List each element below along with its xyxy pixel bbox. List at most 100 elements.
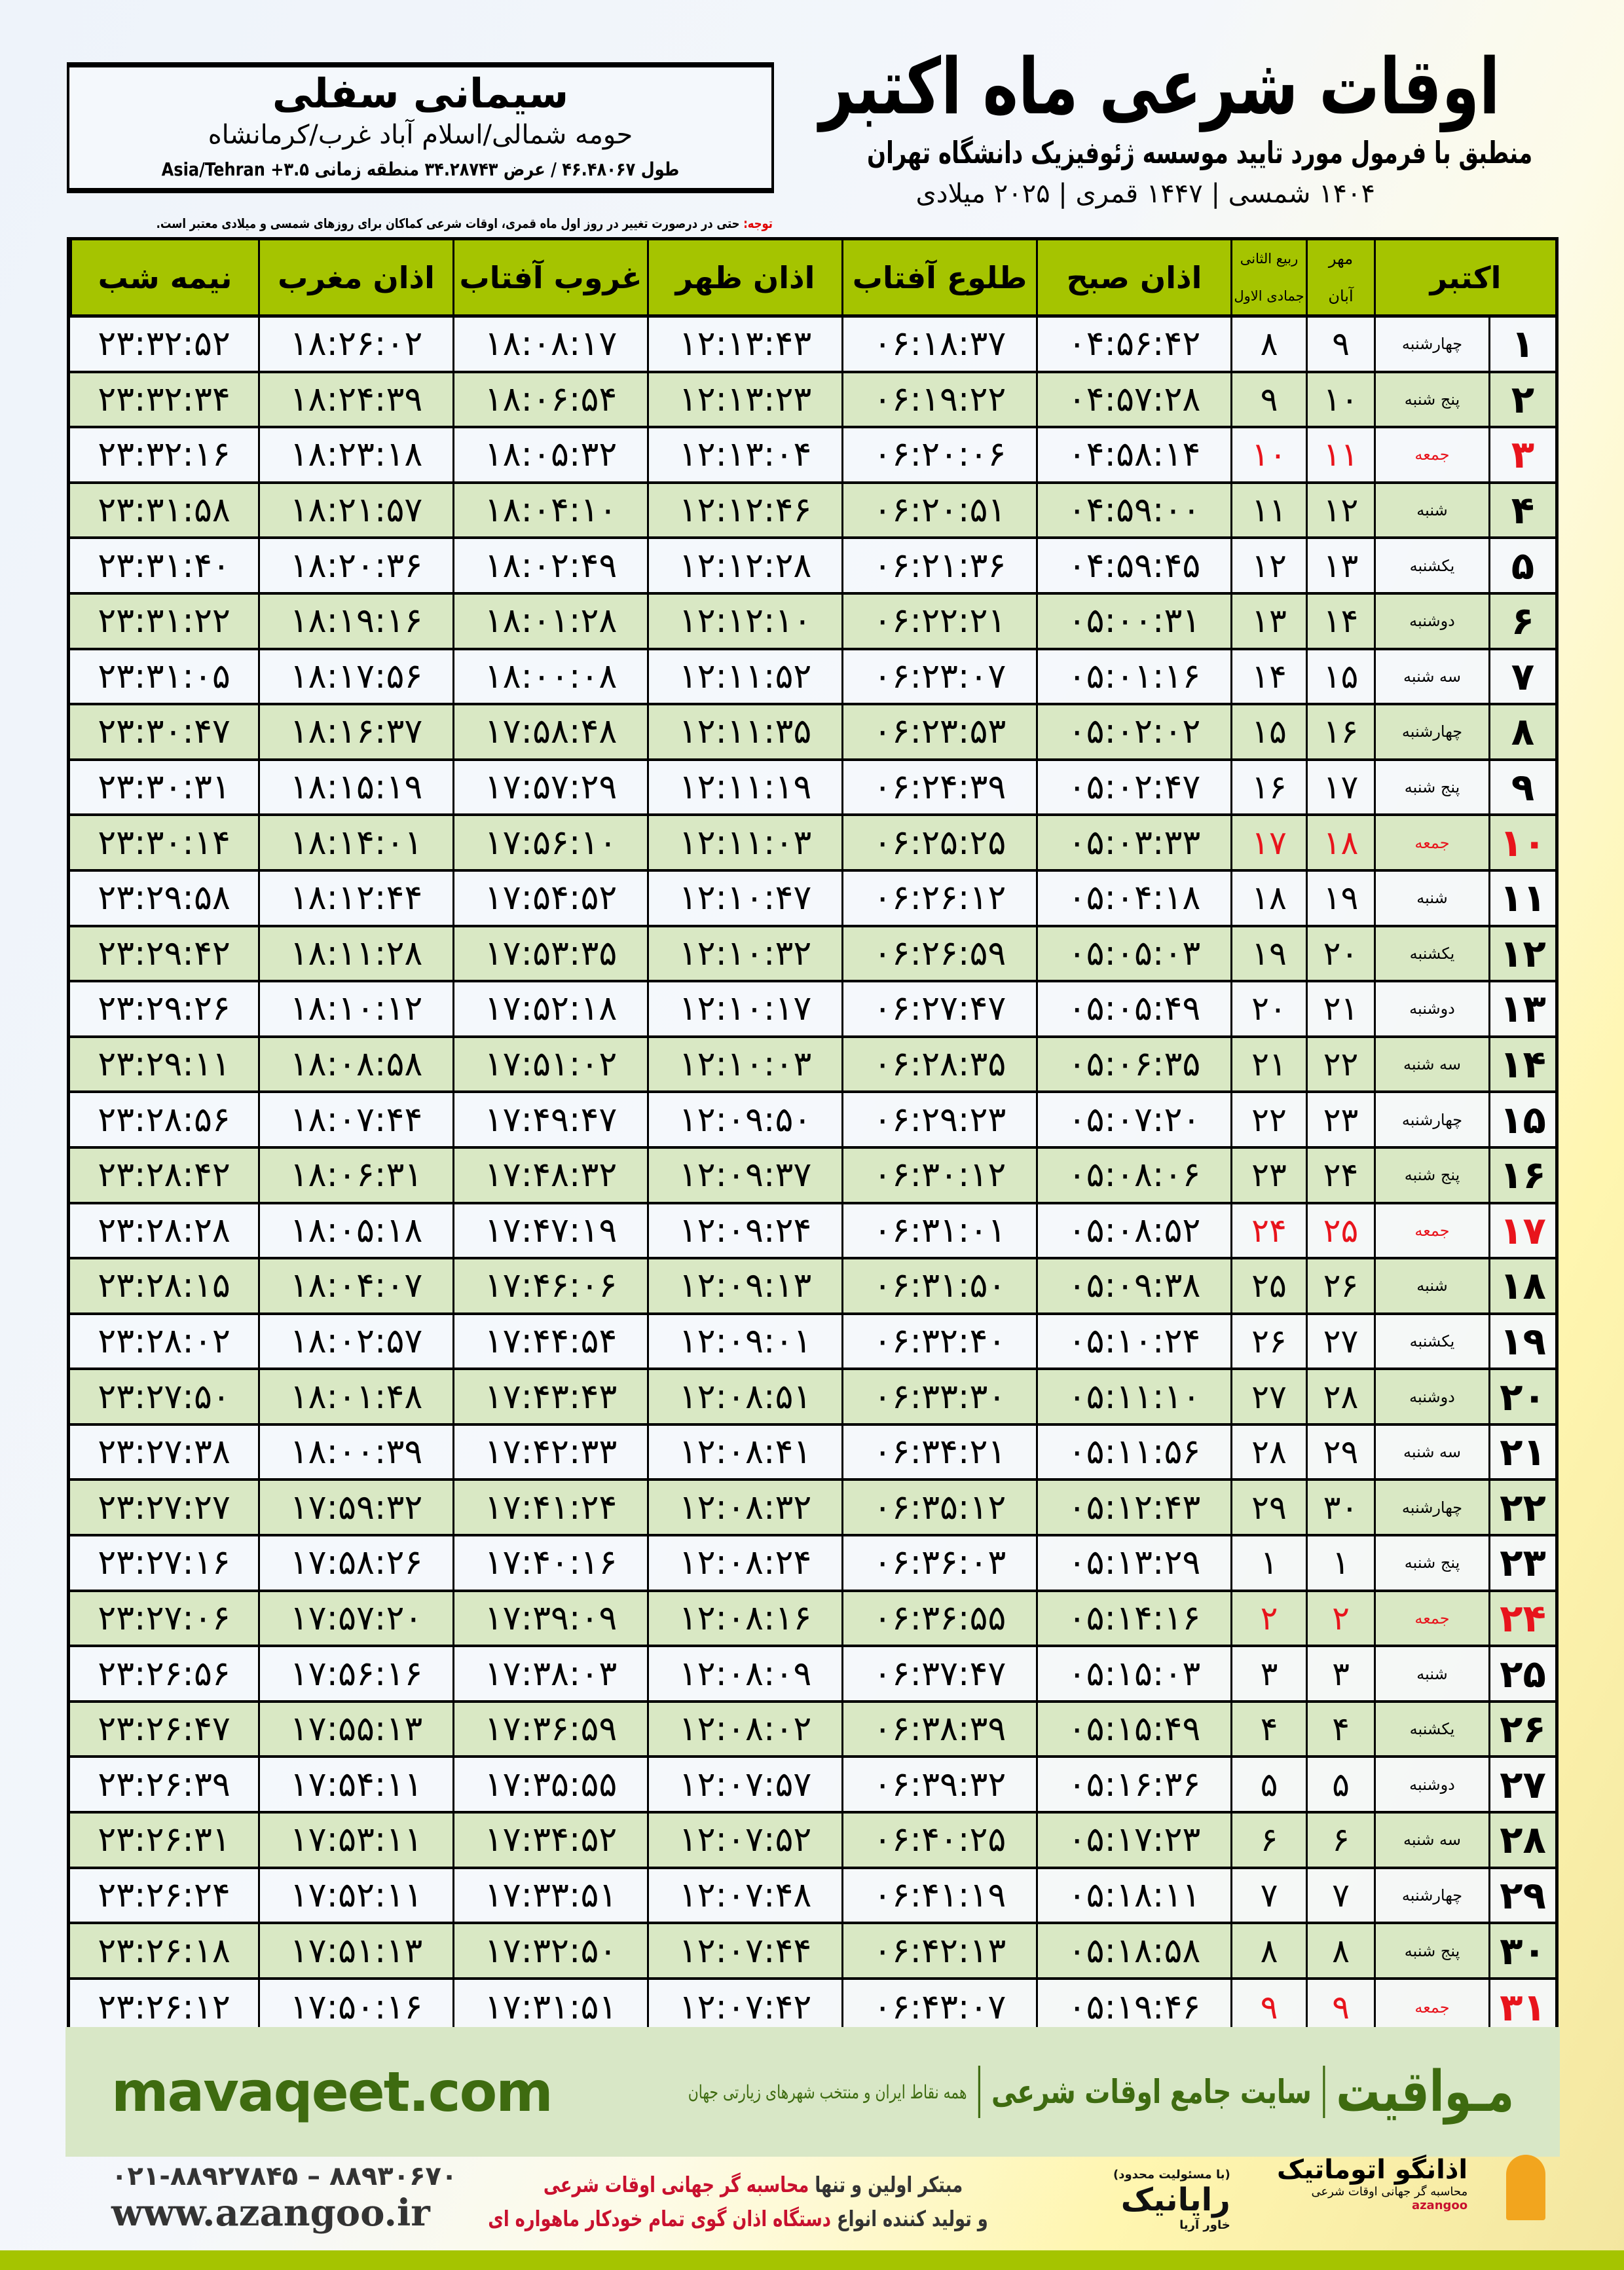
- maghrib-time: ۱۸:۲۴:۳۹: [258, 373, 452, 426]
- hijri-day: ۱: [1230, 1536, 1306, 1590]
- dhuhr-time: ۱۲:۱۰:۱۷: [647, 982, 841, 1035]
- fajr-time: ۰۵:۱۹:۴۶: [1036, 1979, 1230, 2036]
- dhuhr-time: ۱۲:۰۹:۱۳: [647, 1259, 841, 1312]
- fajr-time: ۰۴:۵۸:۱۴: [1036, 428, 1230, 481]
- day-number: ۲۷: [1488, 1758, 1555, 1812]
- location-name: سیمانی سفلی: [272, 69, 569, 117]
- midnight-time: ۲۳:۳۱:۲۲: [98, 601, 231, 641]
- fajr-time: ۰۵:۰۴:۱۸: [1036, 871, 1230, 925]
- sunrise-time: ۰۶:۳۴:۲۱: [841, 1425, 1036, 1479]
- maghrib-time: ۱۸:۰۷:۴۴: [258, 1093, 452, 1146]
- dhuhr-time: ۱۲:۱۳:۴۳: [647, 318, 841, 371]
- fajr-time: ۰۵:۰۷:۲۰: [1036, 1093, 1230, 1146]
- sunset-time: ۱۷:۴۶:۰۶: [452, 1259, 647, 1312]
- table-row: ۱۸ شنبه ۲۶ ۲۵ ۰۵:۰۹:۳۸ ۰۶:۳۱:۵۰ ۱۲:۰۹:۱۳ ۱۷:۴۶:…: [70, 1259, 1555, 1315]
- hijri-day: ۱۸: [1230, 871, 1306, 925]
- day-number: ۲۵: [1488, 1647, 1555, 1700]
- weekday: سه شنبه: [1374, 650, 1488, 703]
- weekday: چهارشنبه: [1374, 705, 1488, 758]
- weekday: یکشنبه: [1374, 927, 1488, 980]
- sunset-time: ۱۷:۴۳:۴۳: [452, 1370, 647, 1423]
- shamsi-day: ۲۷: [1306, 1314, 1374, 1368]
- day-number: ۱۹: [1488, 1314, 1555, 1368]
- shamsi-day: ۳: [1306, 1647, 1374, 1700]
- dhuhr-time: ۱۲:۰۸:۰۹: [647, 1647, 841, 1700]
- dome-logo-icon: [1506, 2155, 1545, 2220]
- dhuhr-time: ۱۲:۰۷:۴۴: [647, 1924, 841, 1977]
- weekday: پنج شنبه: [1374, 1924, 1488, 1977]
- weekday: جمعه: [1374, 1979, 1488, 2036]
- table-row: ۹ پنج شنبه ۱۷ ۱۶ ۰۵:۰۲:۴۷ ۰۶:۲۴:۳۹ ۱۲:۱۱:۱۹ ۱۷:…: [70, 760, 1555, 817]
- midnight-time: ۲۳:۲۷:۰۶: [98, 1598, 231, 1638]
- maghrib-time: ۱۸:۰۰:۳۹: [258, 1425, 452, 1479]
- note-text: حتی در درصورت تغییر در روز اول ماه قمری،…: [156, 215, 744, 231]
- shamsi-day: ۱۱: [1306, 428, 1374, 481]
- midnight-time: ۲۳:۲۶:۳۹: [98, 1764, 231, 1804]
- weekday: پنج شنبه: [1374, 373, 1488, 426]
- fajr-time: ۰۵:۱۳:۲۹: [1036, 1536, 1230, 1590]
- azangoo-url[interactable]: www.azangoo.ir: [111, 2191, 430, 2235]
- shamsi-day: ۴: [1306, 1702, 1374, 1756]
- maghrib-time: ۱۷:۵۷:۲۰: [258, 1591, 452, 1645]
- sunrise-time: ۰۶:۲۷:۴۷: [841, 982, 1036, 1035]
- bottom-bar: [0, 2250, 1624, 2270]
- maghrib-time: ۱۸:۰۵:۱۸: [258, 1204, 452, 1257]
- day-number: ۱۳: [1488, 982, 1555, 1035]
- maghrib-time: ۱۸:۱۰:۱۲: [258, 982, 452, 1035]
- weekday: سه شنبه: [1374, 1037, 1488, 1091]
- note: توجه: حتی در درصورت تغییر در روز اول ماه…: [157, 215, 773, 232]
- midnight-time: ۲۳:۳۱:۴۰: [98, 546, 231, 586]
- weekday: پنج شنبه: [1374, 760, 1488, 814]
- midnight-time: ۲۳:۲۹:۴۲: [98, 933, 231, 973]
- midnight-time: ۲۳:۲۶:۳۱: [98, 1820, 231, 1860]
- sunset-time: ۱۷:۵۷:۲۹: [452, 760, 647, 814]
- sunset-time: ۱۸:۰۵:۳۲: [452, 428, 647, 481]
- midnight-time: ۲۳:۲۶:۲۴: [98, 1875, 231, 1915]
- table-row: ۲۵ شنبه ۳ ۳ ۰۵:۱۵:۰۳ ۰۶:۳۷:۴۷ ۱۲:۰۸:۰۹ ۱۷:۳۸:۰۳…: [70, 1647, 1555, 1703]
- day-number: ۳: [1488, 428, 1555, 481]
- hijri-day: ۲۱: [1230, 1037, 1306, 1091]
- weekday: پنج شنبه: [1374, 1536, 1488, 1590]
- hijri-day: ۱۹: [1230, 927, 1306, 980]
- sunset-time: ۱۷:۵۸:۴۸: [452, 705, 647, 758]
- table-row: ۱۹ یکشنبه ۲۷ ۲۶ ۰۵:۱۰:۲۴ ۰۶:۳۲:۴۰ ۱۲:۰۹:۰۱ ۱۷:۴…: [70, 1314, 1555, 1371]
- sunrise-time: ۰۶:۳۸:۳۹: [841, 1702, 1036, 1756]
- day-number: ۴: [1488, 483, 1555, 537]
- maghrib-time: ۱۷:۵۲:۱۱: [258, 1869, 452, 1922]
- hijri-day: ۲۸: [1230, 1425, 1306, 1479]
- azangoo-name: اذانگو اتوماتیک: [1277, 2155, 1468, 2185]
- maghrib-time: ۱۸:۱۲:۴۴: [258, 871, 452, 925]
- weekday: یکشنبه: [1374, 1314, 1488, 1368]
- maghrib-time: ۱۸:۰۶:۳۱: [258, 1148, 452, 1202]
- midnight-time: ۲۳:۲۸:۱۵: [98, 1266, 231, 1306]
- sunrise-time: ۰۶:۳۶:۵۵: [841, 1591, 1036, 1645]
- sunset-time: ۱۸:۰۸:۱۷: [452, 318, 647, 371]
- maghrib-time: ۱۸:۱۷:۵۶: [258, 650, 452, 703]
- table-row: ۱۱ شنبه ۱۹ ۱۸ ۰۵:۰۴:۱۸ ۰۶:۲۶:۱۲ ۱۲:۱۰:۴۷ ۱۷:۵۴:…: [70, 871, 1555, 927]
- midnight-time: ۲۳:۳۲:۳۴: [98, 379, 231, 419]
- dhuhr-time: ۱۲:۰۸:۰۲: [647, 1702, 841, 1756]
- raianik-small: (با مسئولیت محدود): [1113, 2168, 1230, 2182]
- prayer-times-table: اکتبر مهر آبان ربیع الثانی جمادی الاول اذا…: [67, 237, 1559, 2039]
- maghrib-time: ۱۸:۰۲:۵۷: [258, 1314, 452, 1368]
- hijri-day: ۷: [1230, 1869, 1306, 1922]
- hijri-day: ۶: [1230, 1814, 1306, 1867]
- shamsi-day: ۷: [1306, 1869, 1374, 1922]
- header-shamsi: مهر آبان: [1306, 240, 1374, 314]
- day-number: ۱۶: [1488, 1148, 1555, 1202]
- sunset-time: ۱۷:۳۲:۵۰: [452, 1924, 647, 1977]
- day-number: ۲: [1488, 373, 1555, 426]
- sunset-time: ۱۷:۵۱:۰۲: [452, 1037, 647, 1091]
- site-url[interactable]: mavaqeet.com: [111, 2060, 553, 2124]
- sunrise-time: ۰۶:۲۱:۳۶: [841, 539, 1036, 592]
- sunrise-time: ۰۶:۳۶:۰۳: [841, 1536, 1036, 1590]
- weekday: دوشنبه: [1374, 1758, 1488, 1812]
- maghrib-time: ۱۸:۲۰:۳۶: [258, 539, 452, 592]
- sunrise-time: ۰۶:۲۵:۲۵: [841, 816, 1036, 869]
- weekday: شنبه: [1374, 871, 1488, 925]
- raianik-logo: (با مسئولیت محدود) رایانیک خاور آریا: [1113, 2168, 1230, 2232]
- sunset-time: ۱۷:۵۳:۳۵: [452, 927, 647, 980]
- sunrise-time: ۰۶:۴۱:۱۹: [841, 1869, 1036, 1922]
- sunset-time: ۱۸:۰۰:۰۸: [452, 650, 647, 703]
- midnight-time: ۲۳:۲۶:۱۸: [98, 1931, 231, 1971]
